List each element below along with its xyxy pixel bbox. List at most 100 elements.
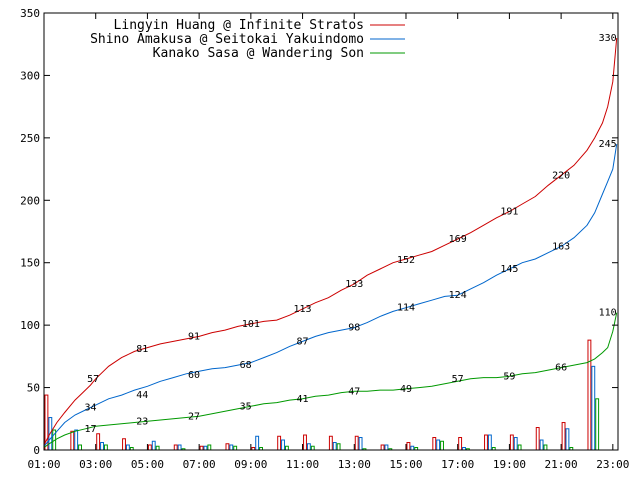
bar-7-2: [233, 445, 238, 451]
legend-label-1: Shino Amakusa @ Seitokai Yakuindomo: [90, 32, 364, 47]
bar-6-1: [203, 445, 208, 451]
bar-2-2: [103, 444, 108, 451]
bar-20-0: [561, 422, 566, 451]
x-tick-label-10: 21:00: [545, 458, 578, 471]
y-tick-label-6: 300: [20, 69, 40, 82]
x-tick-label-8: 17:00: [441, 458, 474, 471]
bar-15-2: [440, 440, 444, 451]
point-label-0-10: 330: [599, 33, 617, 44]
point-label-2-7: 57: [452, 374, 464, 385]
x-tick-label-1: 03:00: [79, 458, 112, 471]
point-label-0-5: 133: [345, 279, 363, 290]
y-tick-label-1: 50: [27, 382, 40, 395]
point-label-2-0: 17: [85, 424, 97, 435]
bar-16-0: [458, 437, 463, 451]
lines-layer: [43, 37, 618, 448]
bar-19-2: [543, 444, 548, 451]
point-label-2-2: 27: [188, 411, 200, 422]
series-line-1: [43, 144, 618, 447]
bar-9-0: [277, 435, 282, 451]
point-label-2-3: 35: [240, 401, 252, 412]
bar-2-1: [100, 442, 104, 451]
bar-10-2: [310, 445, 315, 451]
point-label-1-9: 163: [552, 241, 570, 252]
point-label-1-6: 114: [397, 303, 415, 314]
y-tick-label-3: 150: [20, 257, 40, 270]
bar-6-2: [207, 444, 212, 451]
bar-10-1: [306, 443, 311, 451]
y-tick-label-7: 350: [20, 7, 40, 20]
y-tick-label-2: 100: [20, 319, 40, 332]
series-line-2: [43, 312, 618, 448]
point-label-1-2: 60: [188, 370, 200, 381]
point-label-2-9: 66: [555, 363, 567, 374]
point-label-2-4: 41: [297, 394, 309, 405]
bars-layer: [44, 339, 600, 451]
bar-11-2: [336, 443, 341, 451]
bar-21-0: [587, 339, 592, 451]
point-label-1-8: 145: [500, 264, 518, 275]
x-tick-label-0: 01:00: [27, 458, 60, 471]
point-label-0-9: 220: [552, 170, 570, 181]
bar-11-1: [332, 442, 337, 451]
bar-6-0: [199, 445, 204, 451]
bar-8-1: [255, 435, 260, 451]
bar-18-1: [513, 437, 518, 451]
bar-19-1: [539, 439, 544, 451]
point-label-0-7: 169: [449, 234, 467, 245]
point-label-0-4: 113: [294, 304, 312, 315]
point-label-0-1: 81: [136, 344, 148, 355]
x-tick-label-7: 15:00: [389, 458, 422, 471]
bar-15-0: [432, 437, 437, 451]
point-label-2-1: 23: [136, 416, 148, 427]
bar-15-1: [436, 439, 441, 451]
point-label-0-0: 57: [87, 374, 99, 385]
point-label-0-6: 152: [397, 255, 415, 266]
bar-5-1: [177, 444, 182, 451]
bar-1-1: [74, 429, 79, 451]
point-label-0-2: 91: [188, 331, 200, 342]
bar-12-0: [354, 435, 359, 451]
bar-11-0: [328, 435, 333, 451]
legend-label-0: Lingyin Huang @ Infinite Stratos: [114, 18, 364, 33]
bar-13-0: [380, 444, 385, 451]
bar-5-0: [173, 444, 178, 451]
point-label-2-6: 49: [400, 384, 412, 395]
y-tick-label-4: 200: [20, 194, 40, 207]
x-tick-label-3: 07:00: [183, 458, 216, 471]
bar-1-0: [70, 430, 75, 451]
plot-frame: [43, 12, 619, 451]
bar-14-0: [406, 442, 411, 451]
point-label-1-5: 98: [348, 323, 360, 334]
bar-4-0: [147, 444, 152, 451]
bar-4-1: [151, 440, 156, 451]
bar-4-2: [155, 445, 160, 451]
point-label-0-8: 191: [500, 207, 518, 218]
bar-2-0: [96, 433, 101, 451]
bar-14-1: [410, 445, 415, 451]
x-tick-label-11: 23:00: [596, 458, 629, 471]
bar-10-0: [303, 434, 307, 451]
point-label-1-0: 34: [85, 403, 97, 414]
y-tick-label-5: 250: [20, 132, 40, 145]
bar-12-1: [358, 437, 363, 451]
bar-18-0: [509, 434, 514, 451]
y-tick-label-0: 0: [33, 444, 40, 457]
bar-9-1: [281, 439, 285, 451]
bar-13-1: [384, 444, 389, 451]
bar-20-1: [565, 428, 570, 451]
point-label-1-10: 245: [599, 139, 617, 150]
bar-3-0: [122, 438, 126, 451]
point-labels-layer: 57 81 91 101 113 133 152 169 191 220 330 34 44 60 68 87…: [85, 33, 617, 435]
bar-3-1: [125, 444, 130, 451]
x-tick-label-4: 09:00: [234, 458, 267, 471]
bar-1-2: [78, 444, 82, 451]
legend-label-2: Kanako Sasa @ Wandering Son: [153, 46, 364, 61]
x-tick-label-6: 13:00: [338, 458, 371, 471]
x-tick-label-9: 19:00: [493, 458, 526, 471]
series-line-0: [43, 37, 618, 446]
point-label-2-5: 47: [348, 386, 360, 397]
bar-18-2: [517, 444, 522, 451]
